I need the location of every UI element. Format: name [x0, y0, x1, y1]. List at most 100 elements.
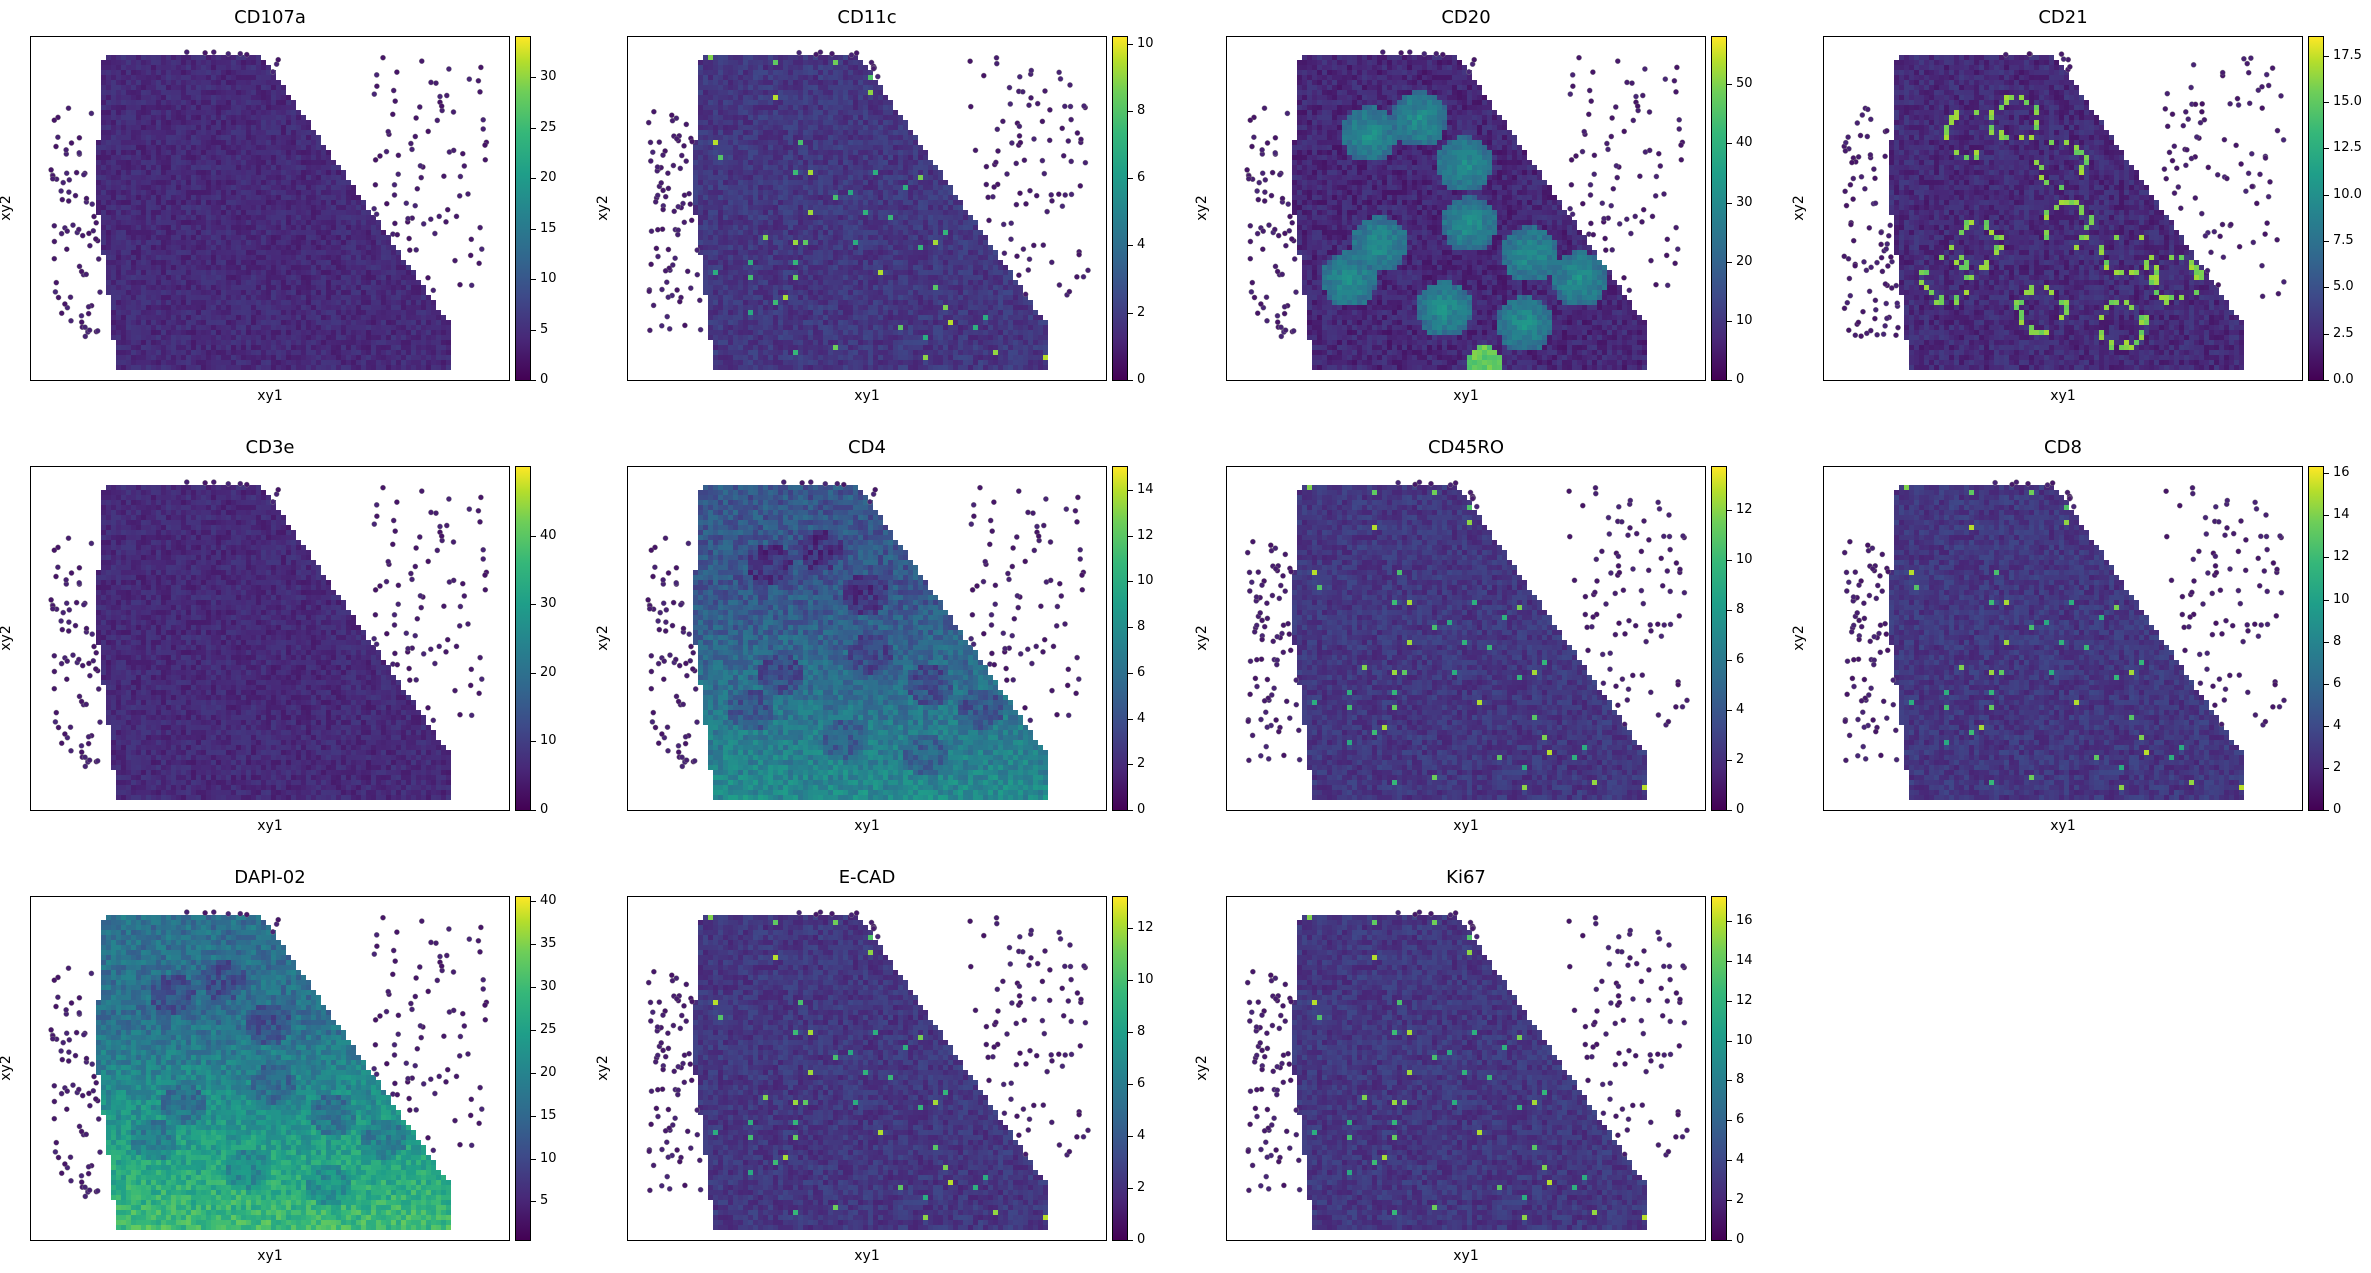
cell-point — [49, 167, 54, 172]
cell-point — [818, 155, 823, 160]
cell-point — [406, 265, 411, 270]
cell-point — [221, 155, 226, 160]
cell-point — [246, 220, 251, 225]
cell-point — [818, 185, 823, 190]
cell-point — [226, 95, 231, 100]
cell-point — [181, 210, 186, 215]
cell-point — [296, 320, 301, 325]
cell-point — [918, 150, 923, 155]
cell-point — [231, 310, 236, 315]
cell-point — [296, 160, 301, 165]
cell-point — [291, 285, 296, 290]
cell-point — [186, 110, 191, 115]
cell-point — [788, 195, 793, 200]
cell-point — [311, 225, 316, 230]
cell-point — [241, 290, 246, 295]
cell-point — [708, 130, 713, 135]
cell-point — [211, 145, 216, 150]
cell-point — [384, 149, 389, 154]
cell-point — [136, 355, 141, 360]
cell-point — [883, 130, 888, 135]
cell-point — [928, 215, 933, 220]
cell-point — [236, 105, 241, 110]
cell-point — [863, 85, 868, 90]
cell-point — [718, 120, 723, 125]
cell-point — [211, 345, 216, 350]
cell-point — [216, 165, 221, 170]
cell-point — [211, 245, 216, 250]
cell-point — [166, 215, 171, 220]
cell-point — [131, 280, 136, 285]
cell-point — [933, 190, 938, 195]
cell-point — [171, 250, 176, 255]
cell-point — [201, 300, 206, 305]
cell-point — [818, 200, 823, 205]
cell-point — [266, 150, 271, 155]
cell-point — [181, 170, 186, 175]
cell-point — [833, 145, 838, 150]
cell-point — [256, 170, 261, 175]
cell-point — [813, 165, 818, 170]
cell-point — [226, 335, 231, 340]
cell-point — [768, 70, 773, 75]
cell-point — [271, 280, 276, 285]
cell-point — [326, 320, 331, 325]
cell-point — [271, 170, 276, 175]
cell-point — [166, 165, 171, 170]
cell-point — [803, 135, 808, 140]
cell-point — [778, 215, 783, 220]
cell-point — [923, 200, 928, 205]
cell-point — [146, 250, 151, 255]
cell-point — [326, 175, 331, 180]
cell-point — [201, 295, 206, 300]
cell-point — [431, 288, 436, 293]
cell-point — [251, 175, 256, 180]
cell-point — [156, 180, 161, 185]
cell-point — [176, 340, 181, 345]
cell-point — [883, 170, 888, 175]
cell-point — [126, 275, 131, 280]
cell-point — [141, 210, 146, 215]
cell-point — [763, 165, 768, 170]
cell-point — [858, 205, 863, 210]
cell-point — [738, 185, 743, 190]
cell-point — [271, 125, 276, 130]
cell-point — [813, 85, 818, 90]
cell-point — [778, 90, 783, 95]
cell-point — [813, 215, 818, 220]
cell-point — [356, 310, 361, 315]
cell-point — [186, 265, 191, 270]
cell-point — [161, 290, 166, 295]
cell-point — [341, 260, 346, 265]
cell-point — [156, 285, 161, 290]
cell-point — [778, 125, 783, 130]
cell-point — [146, 100, 151, 105]
cell-point — [296, 330, 301, 335]
cell-point — [251, 85, 256, 90]
cell-point — [146, 345, 151, 350]
cell-point — [181, 160, 186, 165]
cell-point — [698, 200, 703, 205]
cell-point — [738, 135, 743, 140]
cell-point — [211, 285, 216, 290]
cell-point — [246, 215, 251, 220]
cell-point — [893, 150, 898, 155]
cell-point — [351, 245, 356, 250]
cell-point — [763, 120, 768, 125]
cell-point — [206, 355, 211, 360]
cell-point — [331, 245, 336, 250]
cell-point — [141, 105, 146, 110]
cell-point — [748, 65, 753, 70]
cell-point — [788, 70, 793, 75]
cell-point — [121, 165, 126, 170]
cell-point — [391, 88, 396, 93]
cell-point — [211, 185, 216, 190]
cell-point — [858, 60, 863, 65]
cell-point — [418, 163, 423, 168]
cell-point — [131, 175, 136, 180]
cell-point — [833, 115, 838, 120]
cell-point — [843, 110, 848, 115]
cell-point — [366, 220, 371, 225]
cell-point — [226, 90, 231, 95]
cell-point — [908, 130, 913, 135]
